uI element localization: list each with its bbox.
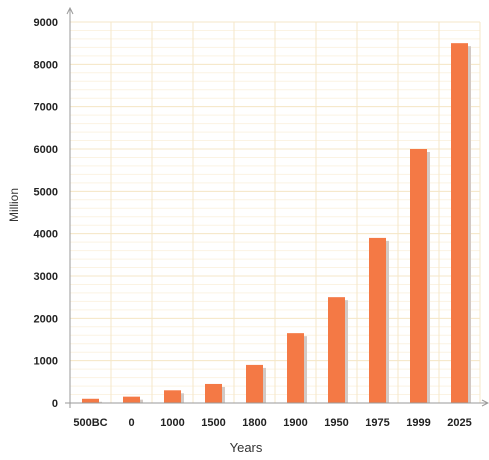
bar bbox=[123, 396, 140, 403]
axes bbox=[65, 6, 489, 408]
x-tick-label: 500BC bbox=[73, 417, 107, 429]
bar bbox=[410, 149, 427, 403]
bar bbox=[164, 390, 181, 403]
y-tick-label: 5000 bbox=[34, 186, 58, 198]
y-tick-label: 7000 bbox=[34, 102, 58, 114]
y-tick-label: 1000 bbox=[34, 356, 58, 368]
y-tick-label: 8000 bbox=[34, 59, 58, 71]
x-tick-label: 0 bbox=[128, 417, 134, 429]
bar bbox=[205, 383, 222, 403]
bars bbox=[82, 43, 471, 404]
x-tick-label: 1999 bbox=[406, 417, 430, 429]
y-tick-labels: 0 1000 2000 3000 4000 5000 6000 7000 8000 9000 bbox=[34, 17, 58, 410]
x-tick-label: 1975 bbox=[365, 417, 389, 429]
x-tick-label: 2025 bbox=[447, 417, 471, 429]
y-tick-label: 2000 bbox=[34, 313, 58, 325]
y-axis-arrow bbox=[66, 6, 74, 15]
x-axis-arrow bbox=[481, 399, 489, 407]
bar bbox=[451, 43, 468, 404]
bar bbox=[369, 237, 386, 403]
y-tick-label: 0 bbox=[52, 398, 58, 410]
y-tick-label: 6000 bbox=[34, 144, 58, 156]
x-tick-label: 1950 bbox=[324, 417, 348, 429]
x-axis-title: Years bbox=[230, 440, 263, 455]
x-tick-label: 1900 bbox=[283, 417, 307, 429]
y-axis-title: Million bbox=[7, 188, 21, 222]
y-tick-label: 3000 bbox=[34, 271, 58, 283]
bar bbox=[328, 297, 345, 403]
x-tick-label: 1800 bbox=[242, 417, 266, 429]
bar bbox=[287, 333, 304, 403]
y-tick-label: 9000 bbox=[34, 17, 58, 29]
x-tick-label: 1500 bbox=[201, 417, 225, 429]
x-tick-labels: 500BC 0 1000 1500 1800 1900 1950 1975 1999 2025 bbox=[73, 417, 471, 429]
x-tick-label: 1000 bbox=[160, 417, 184, 429]
bar bbox=[82, 398, 99, 403]
y-tick-label: 4000 bbox=[34, 229, 58, 241]
bar bbox=[246, 364, 263, 403]
